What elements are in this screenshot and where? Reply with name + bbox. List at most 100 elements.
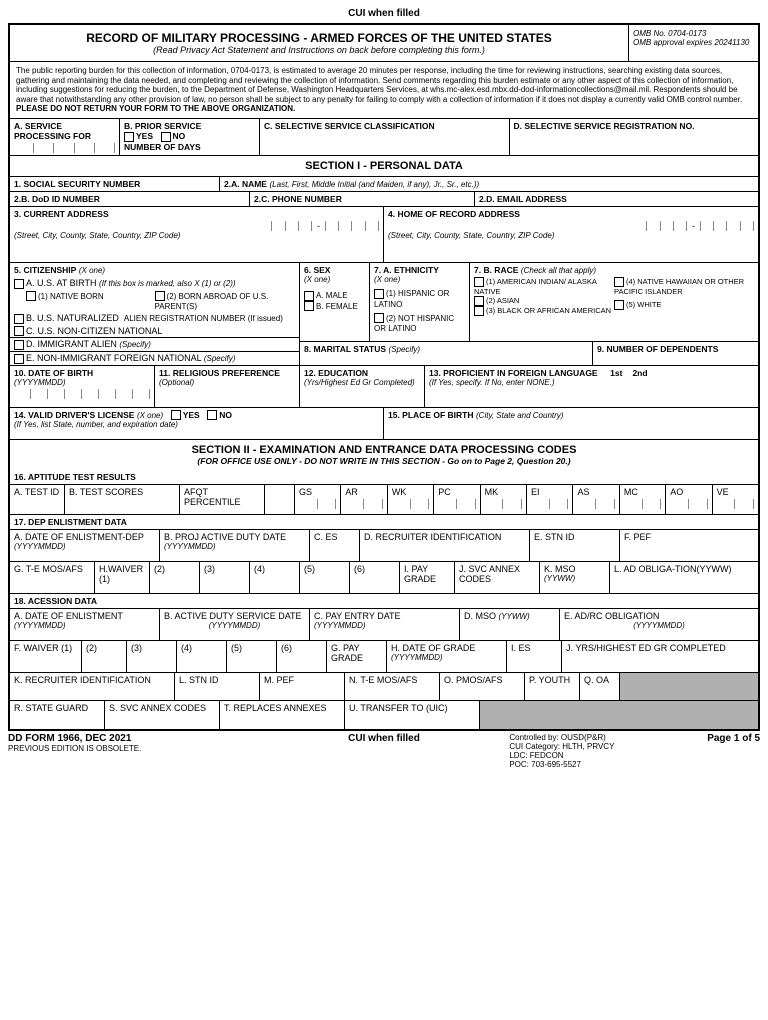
burden-text: The public reporting burden for this col… [16,66,742,104]
cell-c: C. SELECTIVE SERVICE CLASSIFICATION [260,119,510,155]
cb-7b1[interactable] [474,277,484,287]
label-17h: H.WAIVER (1) [99,564,143,584]
cb-7a1[interactable] [374,289,384,299]
label-17: 17. DEP ENLISTMENT DATA [14,517,127,527]
label-17d: D. RECRUITER IDENTIFICATION [364,532,501,542]
label-18k: K. RECRUITER IDENTIFICATION [14,675,151,685]
cb-14yes[interactable] [171,410,181,420]
cui-header: CUI when filled [8,8,760,19]
cb-5a2[interactable] [155,291,165,301]
note-18b: (YYYYMMDD) [164,621,305,630]
label-18n: N. T-E MOS/AFS [349,675,417,685]
label-5d: D. IMMIGRANT ALIEN [26,339,117,349]
label-7b2: (2) ASIAN [486,296,519,305]
score-mk: MK [481,485,527,514]
gray-box-2 [480,701,758,729]
cb-6b[interactable] [304,301,314,311]
row-18: 18. ACESSION DATA [10,594,758,609]
cell-5: 5. CITIZENSHIP (X one) A. U.S. AT BIRTH … [10,263,300,365]
cb-5d[interactable] [14,340,24,350]
label-17h4: (4) [254,564,265,574]
label-17j: J. SVC ANNEX CODES [459,564,520,584]
score-ei: EI [527,485,573,514]
cell-18k: K. RECRUITER IDENTIFICATION [10,673,175,700]
cell-18f4: (4) [177,641,227,672]
label-18f6: (6) [281,643,292,653]
row-18r-u: R. STATE GUARD S. SVC ANNEX CODES T. REP… [10,701,758,729]
checkbox-no[interactable] [161,132,171,142]
cell-18f6: (6) [277,641,327,672]
row-5-9: 5. CITIZENSHIP (X one) A. U.S. AT BIRTH … [10,263,758,366]
form-number: DD FORM 1966, DEC 2021 [8,733,259,744]
cell-b: B. PRIOR SERVICE YES NO NUMBER OF DAYS [120,119,260,155]
label-8: 8. MARITAL STATUS [304,344,386,354]
cb-7b5[interactable] [614,300,624,310]
cb-5b[interactable] [14,314,24,324]
gray-box-1 [620,673,758,700]
label-18p: P. YOUTH [529,675,570,685]
cb-7b4[interactable] [614,277,624,287]
label-10: 10. DATE OF BIRTH [14,368,150,378]
score-ar: AR [341,485,387,514]
cb-5c[interactable] [14,326,24,336]
note-17k: (YYWW) [544,574,605,583]
cell-18p: P. YOUTH [525,673,580,700]
cell-17b: B. PROJ ACTIVE DUTY DATE(YYYYMMDD) [160,530,310,561]
cb-7b3[interactable] [474,306,484,316]
note-17a: (YYYYMMDD) [14,542,155,551]
label-18: 18. ACESSION DATA [14,596,97,606]
label-17h5: (5) [304,564,315,574]
score-mc: MC [620,485,666,514]
cell-18g: G. PAY GRADE [327,641,387,672]
label-18j: J. YRS/HIGHEST ED GR COMPLETED [566,643,726,653]
note-15: (City, State and Country) [476,411,563,420]
cell-18i: I. ES [507,641,562,672]
row-16: 16. APTITUDE TEST RESULTS [10,470,758,485]
cell-18m: M. PEF [260,673,345,700]
cell-13: 13. PROFICIENT IN FOREIGN LANGUAGE 1st 2… [425,366,758,407]
score-as: AS [573,485,619,514]
burden-bold: PLEASE DO NOT RETURN YOUR FORM TO THE AB… [16,104,295,113]
cb-5a[interactable] [14,279,24,289]
checkbox-yes[interactable] [124,132,134,142]
note-18a: (YYYYMMDD) [14,621,155,630]
row-18f-j: F. WAIVER (1) (2) (3) (4) (5) (6) G. PAY… [10,641,758,673]
row-10-13: 10. DATE OF BIRTH (YYYYMMDD) 11. RELIGIO… [10,366,758,408]
subtitle: (Read Privacy Act Statement and Instruct… [16,45,622,55]
label-18l: L. STN ID [179,675,219,685]
cell-15: 15. PLACE OF BIRTH (City, State and Coun… [384,408,758,439]
cb-7b2[interactable] [474,296,484,306]
cb-14no[interactable] [207,410,217,420]
label-18i: I. ES [511,643,531,653]
cell-18d: D. MSO (YYWW) [460,609,560,640]
cell-17g: G. T-E MOS/AFS [10,562,95,593]
label-12: 12. EDUCATION [304,368,420,378]
note-13: (If Yes, specify. If No, enter NONE.) [429,378,754,387]
cb-6a[interactable] [304,291,314,301]
row-18a-e: A. DATE OF ENLISTMENT(YYYYMMDD) B. ACTIV… [10,609,758,641]
yes-label: YES [136,131,153,141]
cell-8: 8. MARITAL STATUS (Specify) [300,342,593,365]
label-18f4: (4) [181,643,192,653]
main-title: RECORD OF MILITARY PROCESSING - ARMED FO… [16,31,622,45]
omb-no: OMB No. 0704-0173 [633,29,754,38]
cb-5a1[interactable] [26,291,36,301]
cell-18f: F. WAIVER (1) [10,641,82,672]
cell-17j: J. SVC ANNEX CODES [455,562,540,593]
cb-5e[interactable] [14,354,24,364]
note-14: (If Yes, list State, number, and expirat… [14,420,379,429]
label-6a: A. MALE [316,291,348,300]
burden-statement: The public reporting burden for this col… [10,62,758,119]
note-4: (Street, City, County, State, Country, Z… [388,231,754,240]
note-5b: ALIEN REGISTRATION NUMBER (If issued) [124,314,283,323]
cell-17k: K. MSO(YYWW) [540,562,610,593]
cell-18f5: (5) [227,641,277,672]
cell-12: 12. EDUCATION (Yrs/Highest Ed Gr Complet… [300,366,425,407]
score-pc: PC [434,485,480,514]
cell-1: 1. SOCIAL SECURITY NUMBER [10,177,220,191]
cell-17a: A. DATE OF ENLISTMENT-DEP(YYYYMMDD) [10,530,160,561]
cell-6: 6. SEX (X one) A. MALE B. FEMALE [300,263,370,341]
cb-7a2[interactable] [374,313,384,323]
label-18h: H. DATE OF GRADE [391,643,502,653]
note-17b: (YYYYMMDD) [164,542,305,551]
